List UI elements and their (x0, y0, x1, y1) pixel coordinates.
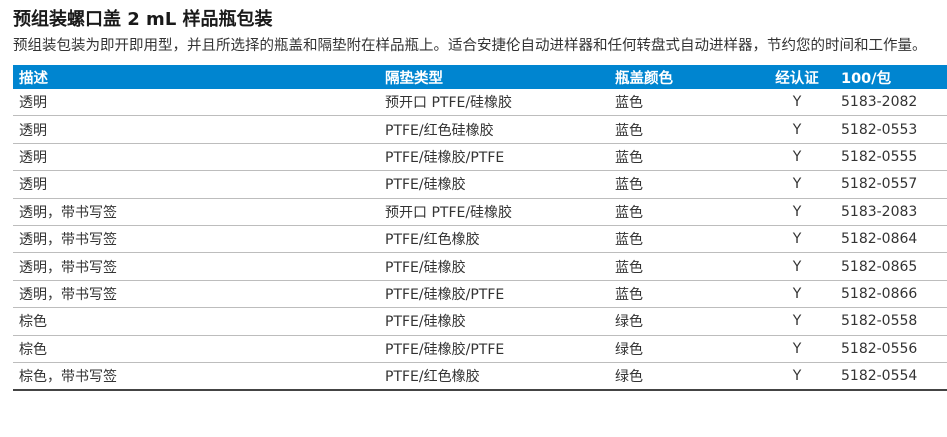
cell-description: 棕色 (13, 335, 379, 363)
cell-septum-type: PTFE/硅橡胶 (379, 170, 609, 199)
header-part-number: 100/包 (835, 65, 947, 89)
table-row: 透明 PTFE/红色硅橡胶 蓝色 Y 5182-0553 (13, 115, 947, 144)
table-row: 透明，带书写签 PTFE/硅橡胶/PTFE 蓝色 Y 5182-0866 (13, 280, 947, 309)
cell-description: 棕色，带书写签 (13, 362, 379, 392)
cell-part-number: 5182-0558 (835, 307, 947, 336)
cell-cap-color: 绿色 (609, 307, 759, 336)
cell-certified: Y (759, 89, 835, 117)
cell-cap-color: 蓝色 (609, 143, 759, 172)
cell-septum-type: PTFE/红色橡胶 (379, 362, 609, 392)
cell-description: 透明 (13, 115, 379, 144)
cell-cap-color: 绿色 (609, 335, 759, 363)
table-row: 透明 PTFE/硅橡胶 蓝色 Y 5182-0557 (13, 170, 947, 199)
cell-septum-type: 预开口 PTFE/硅橡胶 (379, 198, 609, 226)
table-row: 棕色 PTFE/硅橡胶/PTFE 绿色 Y 5182-0556 (13, 335, 947, 363)
table-row: 透明 PTFE/硅橡胶/PTFE 蓝色 Y 5182-0555 (13, 143, 947, 172)
cell-part-number: 5183-2083 (835, 198, 947, 226)
page-description: 预组装包装为即开即用型，并且所选择的瓶盖和隔垫附在样品瓶上。适合安捷伦自动进样器… (13, 38, 927, 54)
cell-cap-color: 绿色 (609, 362, 759, 392)
table-row: 棕色，带书写签 PTFE/红色橡胶 绿色 Y 5182-0554 (13, 362, 947, 392)
cell-cap-color: 蓝色 (609, 225, 759, 254)
cell-cap-color: 蓝色 (609, 89, 759, 117)
header-septum-type: 隔垫类型 (379, 65, 609, 89)
cell-cap-color: 蓝色 (609, 198, 759, 226)
cell-description: 透明 (13, 89, 379, 117)
table-header-row: 描述 隔垫类型 瓶盖颜色 经认证 100/包 (13, 65, 947, 89)
cell-part-number: 5182-0864 (835, 225, 947, 254)
cell-description: 透明 (13, 143, 379, 172)
cell-cap-color: 蓝色 (609, 252, 759, 281)
cell-part-number: 5182-0554 (835, 362, 947, 392)
cell-part-number: 5182-0557 (835, 170, 947, 199)
cell-part-number: 5182-0553 (835, 115, 947, 144)
cell-part-number: 5183-2082 (835, 89, 947, 117)
header-cap-color: 瓶盖颜色 (609, 65, 759, 89)
table-row: 棕色 PTFE/硅橡胶 绿色 Y 5182-0558 (13, 307, 947, 336)
cell-septum-type: PTFE/硅橡胶/PTFE (379, 143, 609, 172)
table-body: 透明 预开口 PTFE/硅橡胶 蓝色 Y 5183-2082 透明 PTFE/红… (13, 89, 947, 392)
cell-certified: Y (759, 335, 835, 363)
table-header: 描述 隔垫类型 瓶盖颜色 经认证 100/包 (13, 65, 947, 89)
cell-certified: Y (759, 225, 835, 254)
cell-septum-type: 预开口 PTFE/硅橡胶 (379, 89, 609, 117)
table-row: 透明，带书写签 预开口 PTFE/硅橡胶 蓝色 Y 5183-2083 (13, 198, 947, 226)
table-row: 透明，带书写签 PTFE/硅橡胶 蓝色 Y 5182-0865 (13, 252, 947, 281)
cell-description: 透明，带书写签 (13, 252, 379, 281)
cell-certified: Y (759, 280, 835, 309)
table-row: 透明，带书写签 PTFE/红色橡胶 蓝色 Y 5182-0864 (13, 225, 947, 254)
cell-septum-type: PTFE/硅橡胶 (379, 252, 609, 281)
cell-certified: Y (759, 198, 835, 226)
cell-certified: Y (759, 115, 835, 144)
cell-description: 透明，带书写签 (13, 280, 379, 309)
cell-septum-type: PTFE/红色橡胶 (379, 225, 609, 254)
cell-certified: Y (759, 362, 835, 392)
product-table: 描述 隔垫类型 瓶盖颜色 经认证 100/包 透明 预开口 PTFE/硅橡胶 蓝… (13, 65, 947, 392)
cell-septum-type: PTFE/硅橡胶/PTFE (379, 335, 609, 363)
cell-cap-color: 蓝色 (609, 170, 759, 199)
cell-description: 透明，带书写签 (13, 198, 379, 226)
cell-part-number: 5182-0555 (835, 143, 947, 172)
cell-septum-type: PTFE/红色硅橡胶 (379, 115, 609, 144)
table-row: 透明 预开口 PTFE/硅橡胶 蓝色 Y 5183-2082 (13, 89, 947, 117)
page: 预组装螺口盖 2 mL 样品瓶包装 预组装包装为即开即用型，并且所选择的瓶盖和隔… (13, 9, 947, 392)
cell-description: 棕色 (13, 307, 379, 336)
cell-certified: Y (759, 143, 835, 172)
cell-part-number: 5182-0865 (835, 252, 947, 281)
cell-septum-type: PTFE/硅橡胶 (379, 307, 609, 336)
header-certified: 经认证 (759, 65, 835, 89)
page-title: 预组装螺口盖 2 mL 样品瓶包装 (13, 9, 273, 30)
cell-certified: Y (759, 170, 835, 199)
cell-description: 透明 (13, 170, 379, 199)
cell-septum-type: PTFE/硅橡胶/PTFE (379, 280, 609, 309)
cell-cap-color: 蓝色 (609, 280, 759, 309)
cell-description: 透明，带书写签 (13, 225, 379, 254)
cell-part-number: 5182-0866 (835, 280, 947, 309)
cell-certified: Y (759, 252, 835, 281)
header-description: 描述 (13, 65, 379, 89)
cell-cap-color: 蓝色 (609, 115, 759, 144)
cell-part-number: 5182-0556 (835, 335, 947, 363)
cell-certified: Y (759, 307, 835, 336)
